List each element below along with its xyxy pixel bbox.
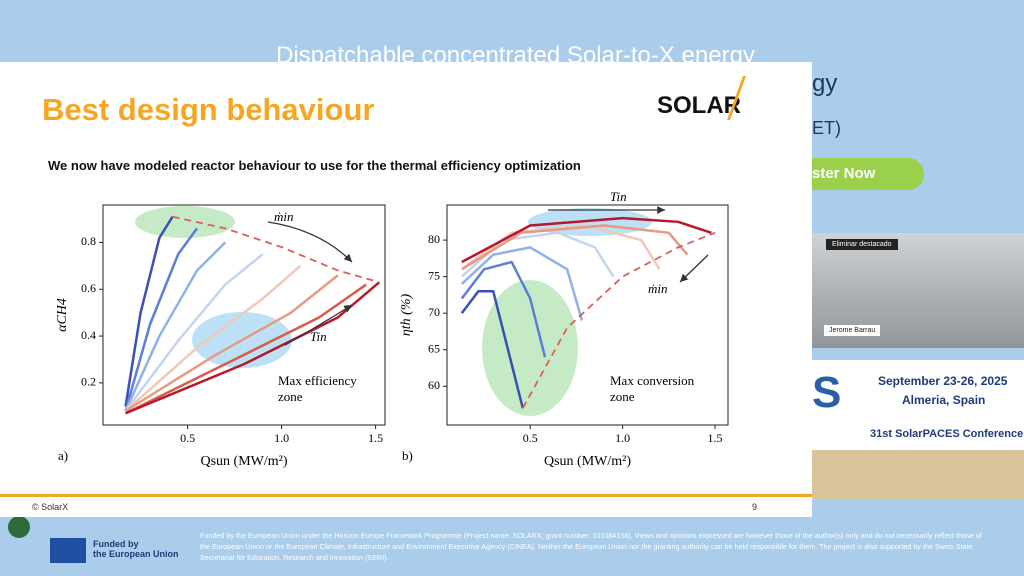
y-tick-label: 0.2 xyxy=(81,375,96,389)
curve xyxy=(522,231,716,409)
sand xyxy=(812,450,1024,500)
edit-button[interactable] xyxy=(8,516,30,538)
x-axis-label: Qsun (MW/m²) xyxy=(200,454,287,469)
curve xyxy=(124,253,264,412)
y-tick-label: 75 xyxy=(428,268,440,282)
register-text: ster Now xyxy=(812,165,876,182)
arrow xyxy=(267,221,353,263)
x-tick-label: 1.0 xyxy=(615,431,630,445)
video-button[interactable]: Eliminar destacado xyxy=(826,239,898,250)
x-tick-label: 0.5 xyxy=(180,431,195,445)
arrow-label: Tin xyxy=(610,189,627,204)
zone-label: Max conversion zone xyxy=(610,373,695,404)
curve xyxy=(460,260,547,358)
curve xyxy=(125,281,381,415)
arrow-label: ṁin xyxy=(648,281,668,296)
curve xyxy=(124,227,199,412)
curve xyxy=(460,246,584,321)
eu-flag xyxy=(50,538,86,563)
video-tile: Eliminar destacado Jerome Barrau xyxy=(812,233,1024,348)
disclaimer: Funded by the European Union under the H… xyxy=(200,531,982,562)
arrow xyxy=(284,304,353,346)
y-tick-label: 0.8 xyxy=(81,234,96,248)
bg-title-tail: ET) xyxy=(812,118,841,138)
plot-frame xyxy=(102,204,386,426)
panel-label: b) xyxy=(402,448,413,463)
x-tick-label: 1.5 xyxy=(708,431,723,445)
panel-label: a) xyxy=(58,448,68,463)
logo: SOLAR xyxy=(657,92,741,119)
curve xyxy=(461,216,712,264)
register-button[interactable]: ster Now xyxy=(812,158,924,190)
curve xyxy=(172,215,380,284)
zone-label-line: Max conversion xyxy=(610,373,695,388)
slide: Best design behaviour SOLAR We now have … xyxy=(0,62,812,517)
arrow-label: Tin xyxy=(310,329,327,344)
curve xyxy=(124,274,339,413)
footer-left: © SolarX xyxy=(32,502,69,512)
participant-name: Jerome Barrau xyxy=(824,325,881,336)
x-tick-label: 1.0 xyxy=(274,431,289,445)
conference: 31st SolarPACES Conference xyxy=(870,428,1024,440)
curve xyxy=(124,241,227,412)
zone-label: Max efficiency zone xyxy=(278,373,357,404)
y-tick-label: 0.6 xyxy=(81,281,96,295)
plot-frame xyxy=(446,204,729,426)
footer-bar xyxy=(0,494,812,497)
slide-title: Best design behaviour xyxy=(42,92,375,127)
conference-banner: S September 23-26, 2025 Almeria, Spain 3… xyxy=(812,360,1024,450)
y-tick-label: 0.4 xyxy=(81,328,96,342)
y-tick-label: 70 xyxy=(428,305,440,319)
curve xyxy=(124,264,302,412)
curve xyxy=(461,224,689,271)
eu-label: Funded by the European Union xyxy=(93,539,179,559)
zone-highlight xyxy=(482,280,578,416)
dates: September 23-26, 2025 xyxy=(878,374,1008,388)
big-letters: S xyxy=(812,368,842,417)
bg-title-rest: gy xyxy=(812,70,838,97)
curve xyxy=(460,289,525,409)
arrow xyxy=(679,254,709,283)
y-axis-label: αCH4 xyxy=(55,298,70,332)
page-number: 9 xyxy=(752,502,758,512)
x-tick-label: 0.5 xyxy=(523,431,538,445)
curve xyxy=(124,216,174,407)
subtitle: We now have modeled reactor behaviour to… xyxy=(48,158,581,173)
y-tick-label: 80 xyxy=(428,232,440,246)
arrow-label: ṁin xyxy=(274,209,294,224)
x-axis-label: Qsun (MW/m²) xyxy=(544,454,631,469)
zone-label-line: zone xyxy=(610,389,635,404)
curve xyxy=(125,283,367,415)
y-tick-label: 60 xyxy=(428,378,440,392)
zone-highlight xyxy=(135,206,235,238)
zone-highlight xyxy=(528,208,652,236)
y-tick-label: 65 xyxy=(428,341,440,355)
y-axis-label: ηth (%) xyxy=(399,294,414,337)
zone-label-line: zone xyxy=(278,389,303,404)
zone-label-line: Max efficiency xyxy=(278,373,357,388)
x-tick-label: 1.5 xyxy=(368,431,383,445)
place: Almeria, Spain xyxy=(902,393,986,407)
